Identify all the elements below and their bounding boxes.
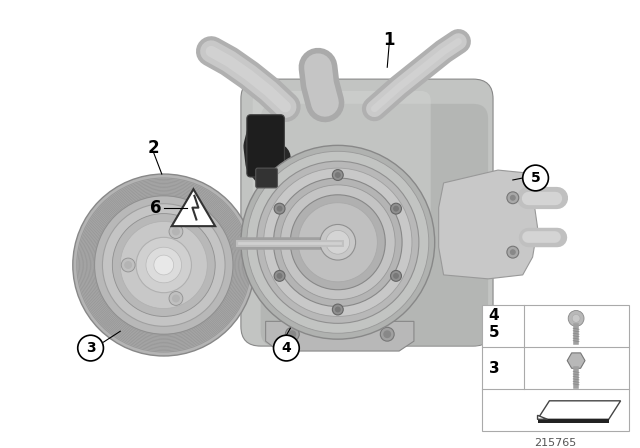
Polygon shape bbox=[538, 415, 547, 419]
Polygon shape bbox=[438, 170, 538, 279]
Circle shape bbox=[383, 330, 391, 338]
FancyBboxPatch shape bbox=[253, 91, 431, 239]
Circle shape bbox=[121, 258, 135, 272]
Polygon shape bbox=[266, 321, 414, 351]
Polygon shape bbox=[538, 401, 621, 419]
Text: 4: 4 bbox=[282, 341, 291, 355]
Circle shape bbox=[510, 249, 516, 255]
Circle shape bbox=[276, 273, 282, 279]
Circle shape bbox=[273, 178, 402, 306]
Circle shape bbox=[124, 261, 132, 269]
Circle shape bbox=[172, 294, 180, 302]
Circle shape bbox=[241, 145, 435, 339]
Circle shape bbox=[280, 185, 395, 300]
Circle shape bbox=[572, 314, 580, 323]
Text: 1: 1 bbox=[383, 30, 395, 48]
Circle shape bbox=[169, 292, 183, 306]
Circle shape bbox=[523, 165, 548, 191]
Circle shape bbox=[73, 174, 255, 356]
Circle shape bbox=[146, 247, 182, 283]
Circle shape bbox=[335, 172, 340, 178]
Circle shape bbox=[169, 224, 183, 238]
Circle shape bbox=[390, 271, 401, 281]
Circle shape bbox=[95, 196, 233, 334]
FancyBboxPatch shape bbox=[241, 79, 493, 346]
Circle shape bbox=[332, 170, 343, 181]
FancyBboxPatch shape bbox=[247, 115, 284, 177]
Text: 5: 5 bbox=[531, 171, 540, 185]
Circle shape bbox=[264, 168, 412, 316]
Polygon shape bbox=[538, 419, 609, 423]
Circle shape bbox=[102, 204, 225, 326]
Circle shape bbox=[335, 306, 340, 312]
FancyBboxPatch shape bbox=[256, 168, 278, 188]
Circle shape bbox=[380, 327, 394, 341]
Circle shape bbox=[393, 206, 399, 211]
Circle shape bbox=[274, 203, 285, 214]
Circle shape bbox=[285, 327, 300, 341]
Circle shape bbox=[393, 273, 399, 279]
Text: 4: 4 bbox=[489, 308, 499, 323]
Circle shape bbox=[568, 310, 584, 326]
Circle shape bbox=[291, 195, 385, 290]
Circle shape bbox=[77, 335, 104, 361]
Text: 5: 5 bbox=[489, 325, 499, 340]
Circle shape bbox=[247, 151, 429, 333]
Circle shape bbox=[332, 304, 343, 315]
Circle shape bbox=[273, 335, 300, 361]
Circle shape bbox=[510, 195, 516, 201]
Text: 3: 3 bbox=[489, 361, 499, 376]
Circle shape bbox=[507, 246, 519, 258]
Text: 6: 6 bbox=[150, 198, 162, 217]
Polygon shape bbox=[567, 353, 585, 368]
Circle shape bbox=[172, 228, 180, 236]
Circle shape bbox=[289, 330, 296, 338]
FancyBboxPatch shape bbox=[260, 104, 488, 346]
Text: 215765: 215765 bbox=[534, 438, 577, 448]
Circle shape bbox=[113, 214, 215, 316]
Text: 2: 2 bbox=[148, 139, 160, 157]
Polygon shape bbox=[172, 189, 215, 226]
Bar bbox=[482, 305, 628, 431]
Circle shape bbox=[154, 255, 173, 275]
Circle shape bbox=[136, 237, 191, 293]
Text: 3: 3 bbox=[86, 341, 95, 355]
Circle shape bbox=[257, 161, 419, 323]
Circle shape bbox=[274, 271, 285, 281]
Circle shape bbox=[276, 206, 282, 211]
Circle shape bbox=[320, 224, 356, 260]
Circle shape bbox=[326, 230, 349, 254]
Circle shape bbox=[120, 221, 207, 309]
Circle shape bbox=[298, 202, 378, 282]
Circle shape bbox=[390, 203, 401, 214]
Circle shape bbox=[507, 192, 519, 204]
